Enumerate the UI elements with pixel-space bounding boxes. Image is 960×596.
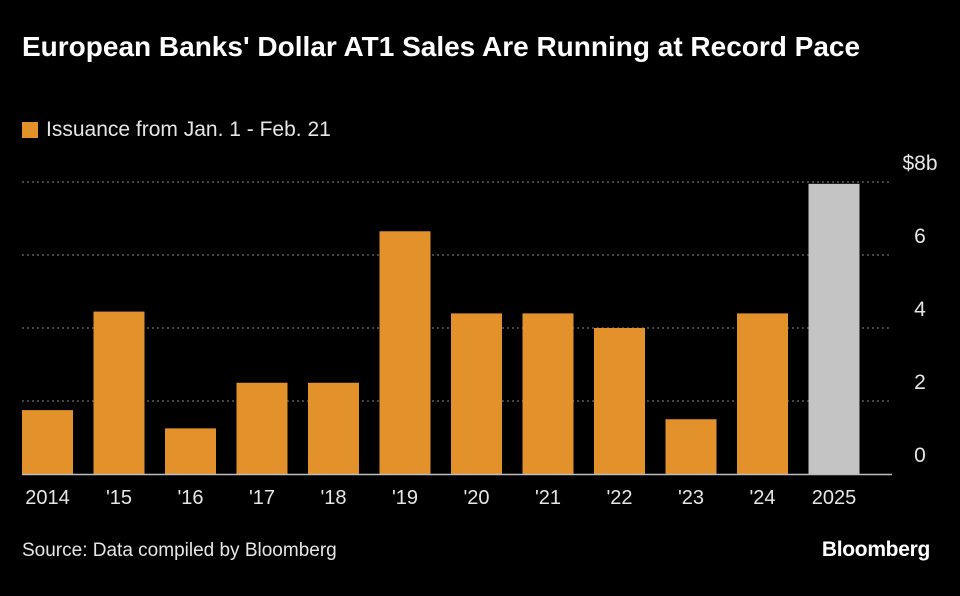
x-tick-label: '22	[606, 487, 632, 509]
bar	[451, 313, 502, 474]
bar	[236, 382, 288, 474]
legend-swatch	[22, 122, 38, 138]
bar	[522, 313, 574, 474]
bar	[665, 419, 717, 474]
x-tick-label: '16	[177, 487, 203, 509]
x-tick-label: '15	[106, 487, 132, 509]
bar	[93, 311, 145, 474]
x-tick-label: 2014	[25, 487, 70, 509]
bar	[165, 428, 216, 474]
source-note: Source: Data compiled by Bloomberg	[22, 540, 337, 561]
legend-label: Issuance from Jan. 1 - Feb. 21	[46, 118, 331, 141]
bloomberg-logo: Bloomberg	[821, 538, 930, 561]
y-tick-label: 0	[914, 444, 926, 467]
bar	[594, 328, 645, 474]
chart-title: European Banks' Dollar AT1 Sales Are Run…	[22, 31, 861, 62]
x-tick-label: '17	[249, 487, 275, 509]
bar	[379, 231, 431, 474]
y-tick-label: 4	[914, 298, 926, 321]
x-tick-label: '24	[749, 487, 775, 509]
bar	[22, 410, 73, 474]
bar	[808, 183, 860, 474]
y-tick-label: $8b	[902, 152, 937, 175]
y-tick-label: 6	[914, 225, 926, 248]
legend: Issuance from Jan. 1 - Feb. 21	[22, 118, 331, 142]
y-tick-label: 2	[914, 371, 926, 394]
bar	[737, 313, 788, 474]
x-tick-label: '23	[678, 487, 704, 509]
x-tick-label: '19	[392, 487, 418, 509]
x-tick-label: 2025	[812, 487, 857, 509]
x-tick-label: '20	[463, 487, 489, 509]
x-tick-label: '21	[535, 487, 561, 509]
x-tick-label: '18	[320, 487, 346, 509]
bar	[308, 382, 359, 474]
